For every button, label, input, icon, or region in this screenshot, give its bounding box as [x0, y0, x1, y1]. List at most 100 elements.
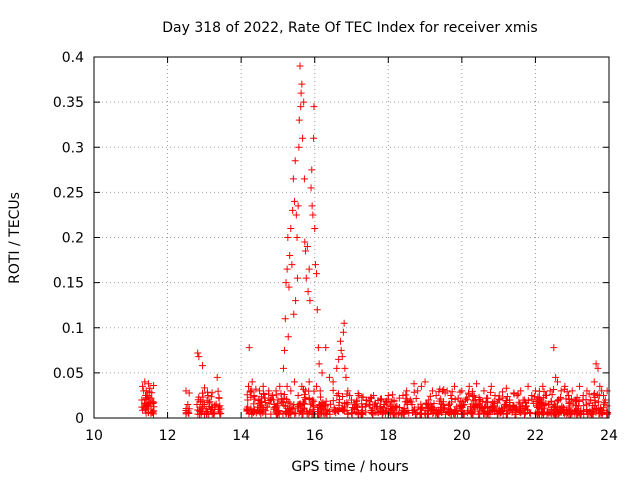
data-point — [150, 382, 158, 390]
data-point — [196, 403, 204, 411]
data-point — [305, 265, 313, 273]
data-point — [245, 344, 253, 352]
noise-point — [286, 399, 294, 407]
noise-point — [464, 389, 472, 397]
x-tick-label: 10 — [85, 428, 103, 444]
noise-point — [209, 409, 217, 417]
data-point — [294, 391, 302, 399]
data-point — [535, 396, 543, 404]
noise-point — [331, 406, 339, 414]
data-point — [458, 387, 466, 395]
data-point — [344, 387, 352, 395]
noise-point — [317, 393, 325, 401]
data-point — [491, 391, 499, 399]
chart-title: Day 318 of 2022, Rate Of TEC Index for r… — [162, 20, 537, 36]
data-point — [295, 116, 303, 124]
noise-point — [354, 410, 362, 418]
data-point — [417, 382, 425, 390]
data-point — [341, 364, 349, 372]
data-points — [138, 62, 611, 417]
data-point — [336, 337, 344, 345]
noise-point — [447, 410, 455, 418]
y-tick-label: 0.2 — [62, 231, 84, 247]
data-point — [309, 396, 317, 404]
y-tick-label: 0.4 — [62, 50, 84, 66]
noise-point — [594, 398, 602, 406]
noise-point — [423, 400, 431, 408]
noise-point — [297, 408, 305, 416]
noise-point — [203, 410, 211, 418]
data-point — [265, 387, 273, 395]
noise-point — [499, 394, 507, 402]
noise-point — [208, 389, 216, 397]
data-point — [200, 400, 208, 408]
noise-point — [493, 407, 501, 415]
data-point — [267, 396, 275, 404]
data-point — [506, 396, 514, 404]
data-point — [146, 384, 154, 392]
noise-point — [583, 406, 591, 414]
data-point — [281, 315, 289, 323]
data-point — [307, 184, 315, 192]
data-point — [313, 270, 321, 278]
data-point — [557, 387, 565, 395]
data-point — [143, 400, 151, 408]
data-point — [195, 353, 203, 361]
data-point — [603, 387, 611, 395]
noise-point — [260, 389, 268, 397]
noise-point — [332, 406, 340, 414]
y-tick-label: 0.35 — [53, 95, 84, 111]
noise-point — [590, 391, 598, 399]
noise-point — [365, 401, 373, 409]
data-point — [351, 400, 359, 408]
noise-point — [391, 410, 399, 418]
noise-point — [322, 407, 330, 415]
noise-point — [565, 405, 573, 413]
data-point — [565, 391, 573, 399]
noise-point — [380, 404, 388, 412]
data-point — [140, 403, 148, 411]
data-point — [144, 380, 152, 388]
x-tick-label: 20 — [453, 428, 471, 444]
x-tick-label: 16 — [306, 428, 324, 444]
data-point — [502, 400, 510, 408]
noise-point — [451, 410, 459, 418]
noise-point — [294, 401, 302, 409]
noise-point — [388, 391, 396, 399]
data-point — [561, 382, 569, 390]
noise-point — [502, 409, 510, 417]
noise-point — [387, 406, 395, 414]
noise-point — [341, 402, 349, 410]
data-point — [217, 405, 225, 413]
noise-point — [580, 402, 588, 410]
data-point — [335, 355, 343, 363]
noise-point — [352, 397, 360, 405]
data-point — [310, 134, 318, 142]
data-point — [302, 274, 310, 282]
data-point — [296, 62, 304, 70]
data-point — [202, 405, 210, 413]
noise-point — [544, 408, 552, 416]
noise-point — [300, 400, 308, 408]
noise-point — [305, 408, 313, 416]
data-point — [287, 224, 295, 232]
noise-point — [408, 400, 416, 408]
data-point — [509, 403, 517, 411]
noise-point — [468, 407, 476, 415]
noise-point — [451, 395, 459, 403]
data-point — [293, 234, 301, 241]
data-point — [428, 387, 436, 395]
noise-point — [393, 402, 401, 410]
noise-point — [552, 402, 560, 410]
data-point — [297, 89, 305, 97]
noise-point — [371, 399, 379, 407]
noise-point — [494, 409, 502, 417]
data-point — [248, 378, 256, 386]
noise-point — [389, 405, 397, 413]
data-point — [199, 362, 207, 370]
data-point — [583, 387, 591, 395]
noise-point — [468, 387, 476, 395]
data-point — [454, 394, 462, 402]
data-point — [596, 382, 604, 390]
noise-point — [524, 406, 532, 414]
